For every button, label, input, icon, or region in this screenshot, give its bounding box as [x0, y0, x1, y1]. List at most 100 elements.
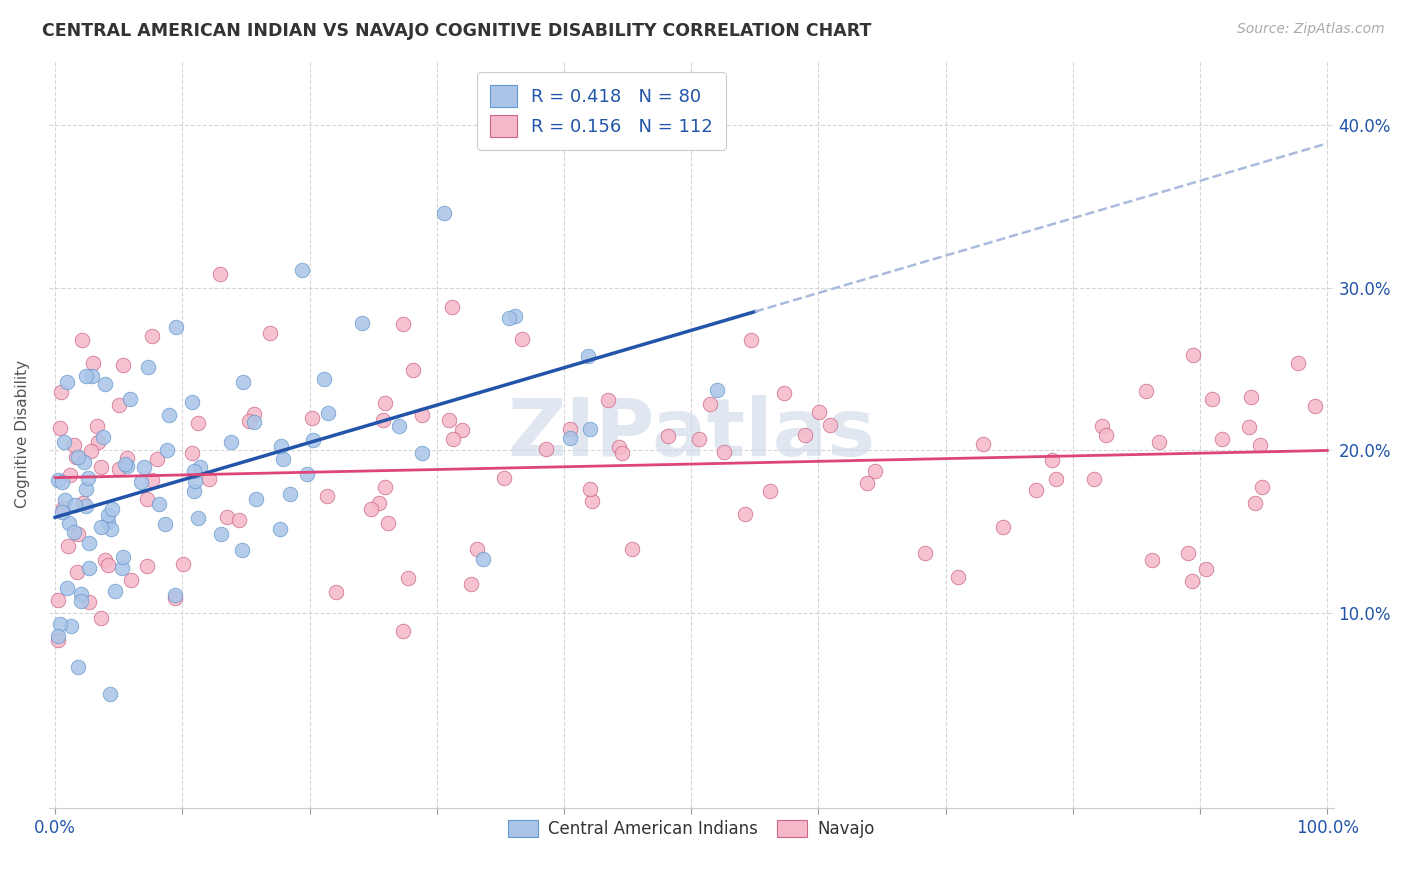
Point — [145, 452, 167, 467]
Point — [77, 595, 100, 609]
Point — [132, 460, 155, 475]
Point — [1091, 418, 1114, 433]
Point — [1135, 384, 1157, 398]
Point — [316, 489, 339, 503]
Point — [80, 369, 103, 384]
Point — [77, 536, 100, 550]
Point — [51, 505, 73, 519]
Point — [97, 558, 120, 573]
Point — [269, 522, 291, 536]
Point — [620, 541, 643, 556]
Point — [219, 435, 242, 450]
Point — [374, 480, 396, 494]
Point — [70, 333, 93, 347]
Point — [94, 376, 117, 391]
Point — [209, 527, 232, 541]
Point — [391, 317, 413, 331]
Point — [450, 423, 472, 437]
Point — [183, 483, 205, 498]
Point — [607, 440, 630, 454]
Point — [657, 429, 679, 443]
Point — [558, 432, 581, 446]
Point — [1177, 546, 1199, 560]
Point — [245, 492, 267, 507]
Point — [136, 360, 159, 375]
Point — [773, 386, 796, 401]
Point — [59, 467, 82, 482]
Point — [259, 326, 281, 340]
Point — [90, 460, 112, 475]
Point — [270, 439, 292, 453]
Point — [46, 629, 69, 643]
Text: CENTRAL AMERICAN INDIAN VS NAVAJO COGNITIVE DISABILITY CORRELATION CHART: CENTRAL AMERICAN INDIAN VS NAVAJO COGNIT… — [42, 22, 872, 40]
Point — [111, 560, 134, 574]
Point — [278, 487, 301, 501]
Point — [441, 432, 464, 446]
Point — [72, 455, 94, 469]
Point — [740, 333, 762, 347]
Point — [377, 516, 399, 531]
Point — [972, 436, 994, 450]
Point — [49, 617, 72, 632]
Point — [59, 618, 82, 632]
Point — [65, 450, 87, 464]
Point — [70, 594, 93, 608]
Point — [55, 493, 77, 508]
Point — [396, 571, 419, 585]
Point — [494, 471, 516, 485]
Point — [67, 659, 90, 673]
Point — [1237, 419, 1260, 434]
Point — [1083, 472, 1105, 486]
Point — [1025, 483, 1047, 497]
Point — [433, 205, 456, 219]
Point — [856, 476, 879, 491]
Point — [75, 482, 97, 496]
Point — [498, 310, 520, 325]
Point — [141, 474, 163, 488]
Point — [946, 570, 969, 584]
Point — [104, 583, 127, 598]
Legend: Central American Indians, Navajo: Central American Indians, Navajo — [501, 814, 882, 845]
Point — [115, 450, 138, 465]
Point — [302, 434, 325, 448]
Point — [1244, 496, 1267, 510]
Point — [465, 542, 488, 557]
Point — [181, 394, 204, 409]
Point — [107, 399, 129, 413]
Point — [120, 573, 142, 587]
Point — [388, 419, 411, 434]
Point — [66, 565, 89, 579]
Point — [181, 446, 204, 460]
Point — [58, 540, 80, 554]
Point — [93, 553, 115, 567]
Point — [1140, 553, 1163, 567]
Point — [291, 263, 314, 277]
Point — [534, 442, 557, 456]
Point — [77, 561, 100, 575]
Point — [53, 435, 76, 450]
Point — [914, 546, 936, 560]
Point — [581, 493, 603, 508]
Point — [63, 525, 86, 540]
Point — [301, 410, 323, 425]
Point — [238, 414, 260, 428]
Point — [314, 371, 336, 385]
Point — [72, 496, 94, 510]
Point — [706, 384, 728, 398]
Point — [86, 435, 108, 450]
Point — [392, 624, 415, 638]
Point — [90, 611, 112, 625]
Point — [1201, 392, 1223, 406]
Point — [67, 450, 90, 464]
Point — [46, 474, 69, 488]
Point — [231, 543, 253, 558]
Point — [172, 557, 194, 571]
Point — [90, 520, 112, 534]
Point — [1211, 433, 1233, 447]
Point — [1303, 399, 1326, 413]
Point — [107, 462, 129, 476]
Point — [97, 515, 120, 529]
Point — [510, 332, 533, 346]
Point — [215, 510, 238, 524]
Text: Source: ZipAtlas.com: Source: ZipAtlas.com — [1237, 22, 1385, 37]
